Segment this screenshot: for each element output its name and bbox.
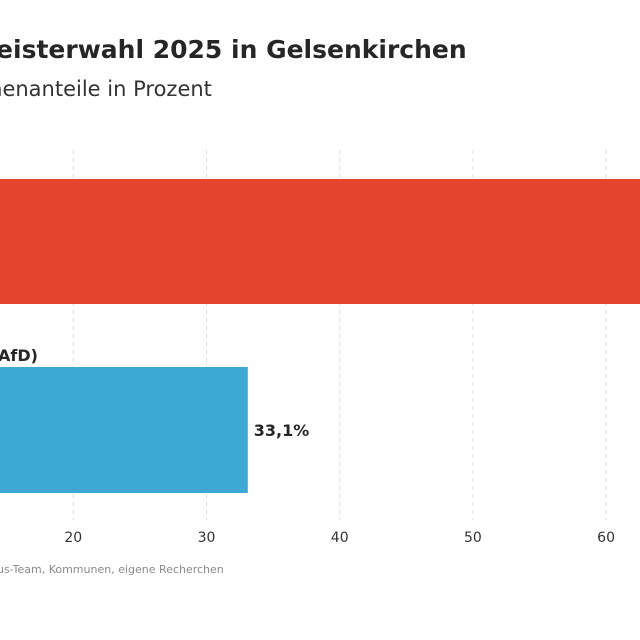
x-tick-label-50: 50 <box>464 530 482 546</box>
bar-afd <box>0 367 248 493</box>
chart-title: meisterwahl 2025 in Gelsenkirchen <box>0 35 467 64</box>
x-tick-label-40: 40 <box>331 530 349 546</box>
category-label-afd: AfD) <box>0 346 38 365</box>
x-tick-label-60: 60 <box>597 530 615 546</box>
x-tick-label-30: 30 <box>198 530 216 546</box>
chart-subtitle: menanteile in Prozent <box>0 77 212 101</box>
x-tick-label-20: 20 <box>64 530 82 546</box>
bars <box>0 179 640 493</box>
value-label-afd: 33,1% <box>254 421 310 440</box>
labels: 33,1% AfD) <box>0 346 309 440</box>
bar-spd <box>0 179 640 304</box>
source-note: nus-Team, Kommunen, eigene Recherchen <box>0 563 224 576</box>
gridlines <box>72 150 607 520</box>
x-axis-ticks: 20 30 40 50 60 <box>64 530 615 546</box>
